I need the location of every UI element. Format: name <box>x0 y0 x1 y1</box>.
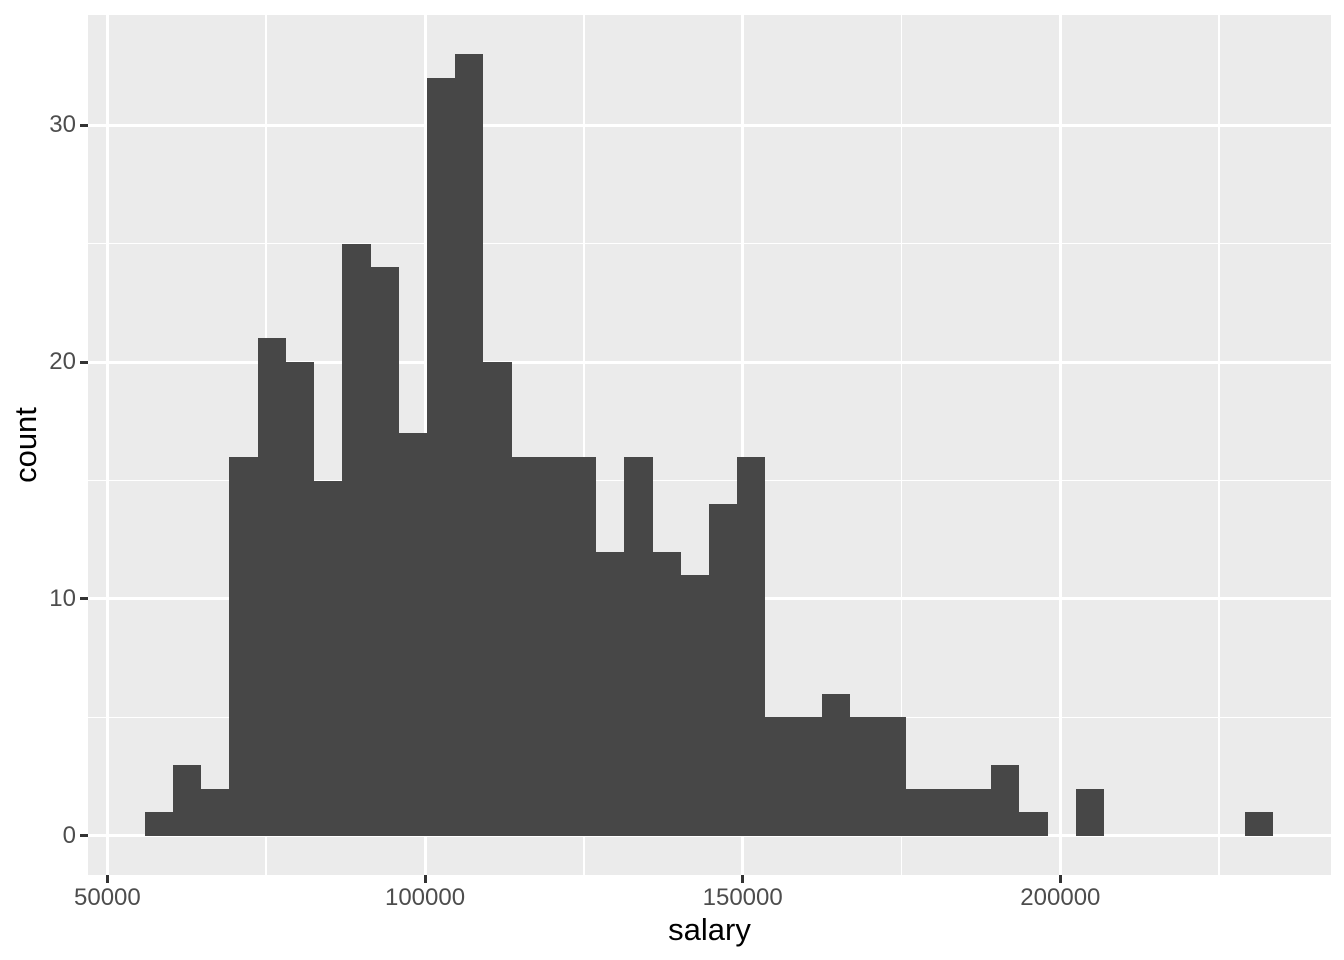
histogram-bar <box>483 362 512 836</box>
major-gridline-vertical <box>1058 15 1062 875</box>
histogram-bar <box>793 717 822 836</box>
minor-gridline-vertical <box>583 15 585 875</box>
histogram-bar <box>567 456 597 836</box>
major-gridline-horizontal <box>88 834 1331 838</box>
histogram-bar <box>850 717 879 836</box>
y-axis-tick-label: 30 <box>49 111 76 139</box>
x-axis-tick-label: 50000 <box>74 884 141 911</box>
histogram-bar <box>991 764 1020 836</box>
histogram-bar <box>737 456 766 836</box>
y-axis-tick-label: 20 <box>49 348 76 376</box>
histogram-bar <box>709 504 738 836</box>
histogram-bar <box>144 812 174 836</box>
histogram-bar <box>821 693 851 836</box>
histogram-bar <box>314 480 343 836</box>
x-axis-tick-mark <box>423 875 427 883</box>
x-axis-tick-mark <box>1058 875 1062 883</box>
histogram-bar <box>1244 812 1274 836</box>
x-axis-tick-mark <box>105 875 109 883</box>
histogram-bar <box>539 456 568 836</box>
histogram-bar <box>624 456 653 836</box>
histogram-bar <box>455 54 484 836</box>
x-axis-tick-label: 200000 <box>1020 884 1101 911</box>
major-gridline-vertical <box>741 15 745 875</box>
histogram-bar <box>370 267 399 836</box>
histogram-bar <box>426 77 456 836</box>
histogram-bar <box>765 717 794 836</box>
histogram-bar <box>680 575 710 836</box>
y-axis-tick-mark <box>80 834 88 838</box>
minor-gridline-horizontal <box>88 479 1331 482</box>
y-axis-tick-label: 10 <box>49 584 76 612</box>
histogram-bar <box>1075 788 1104 836</box>
histogram-bar <box>962 788 992 836</box>
y-axis-tick-mark <box>80 597 88 601</box>
minor-gridline-vertical <box>900 15 903 875</box>
major-gridline-horizontal <box>88 123 1331 127</box>
plot-panel <box>88 15 1331 875</box>
histogram-bar <box>1019 812 1048 836</box>
y-axis-tick-label: 0 <box>62 821 76 849</box>
histogram-bar <box>285 362 315 836</box>
histogram-bar <box>257 338 286 836</box>
histogram-bar <box>906 788 935 836</box>
y-axis-tick-mark <box>80 360 88 364</box>
histogram-bar <box>398 433 427 836</box>
y-axis-title: count <box>8 407 43 483</box>
histogram-bar <box>229 456 258 836</box>
major-gridline-horizontal <box>88 360 1331 364</box>
minor-gridline-vertical <box>1218 15 1220 875</box>
histogram-bar <box>596 551 625 836</box>
histogram-bar <box>934 788 963 836</box>
histogram-bar <box>173 764 202 836</box>
histogram-bar <box>511 456 540 836</box>
histogram-bar <box>201 788 230 836</box>
y-axis-tick-mark <box>80 123 88 127</box>
histogram-bar <box>342 243 371 836</box>
histogram-bar <box>878 717 907 836</box>
major-gridline-vertical <box>105 15 109 875</box>
x-axis-tick-label: 150000 <box>702 884 783 911</box>
minor-gridline-horizontal <box>88 242 1331 245</box>
x-axis-tick-label: 100000 <box>384 884 466 911</box>
x-axis-title: salary <box>668 912 751 947</box>
x-axis-tick-mark <box>741 875 745 883</box>
histogram-bar <box>652 551 681 836</box>
